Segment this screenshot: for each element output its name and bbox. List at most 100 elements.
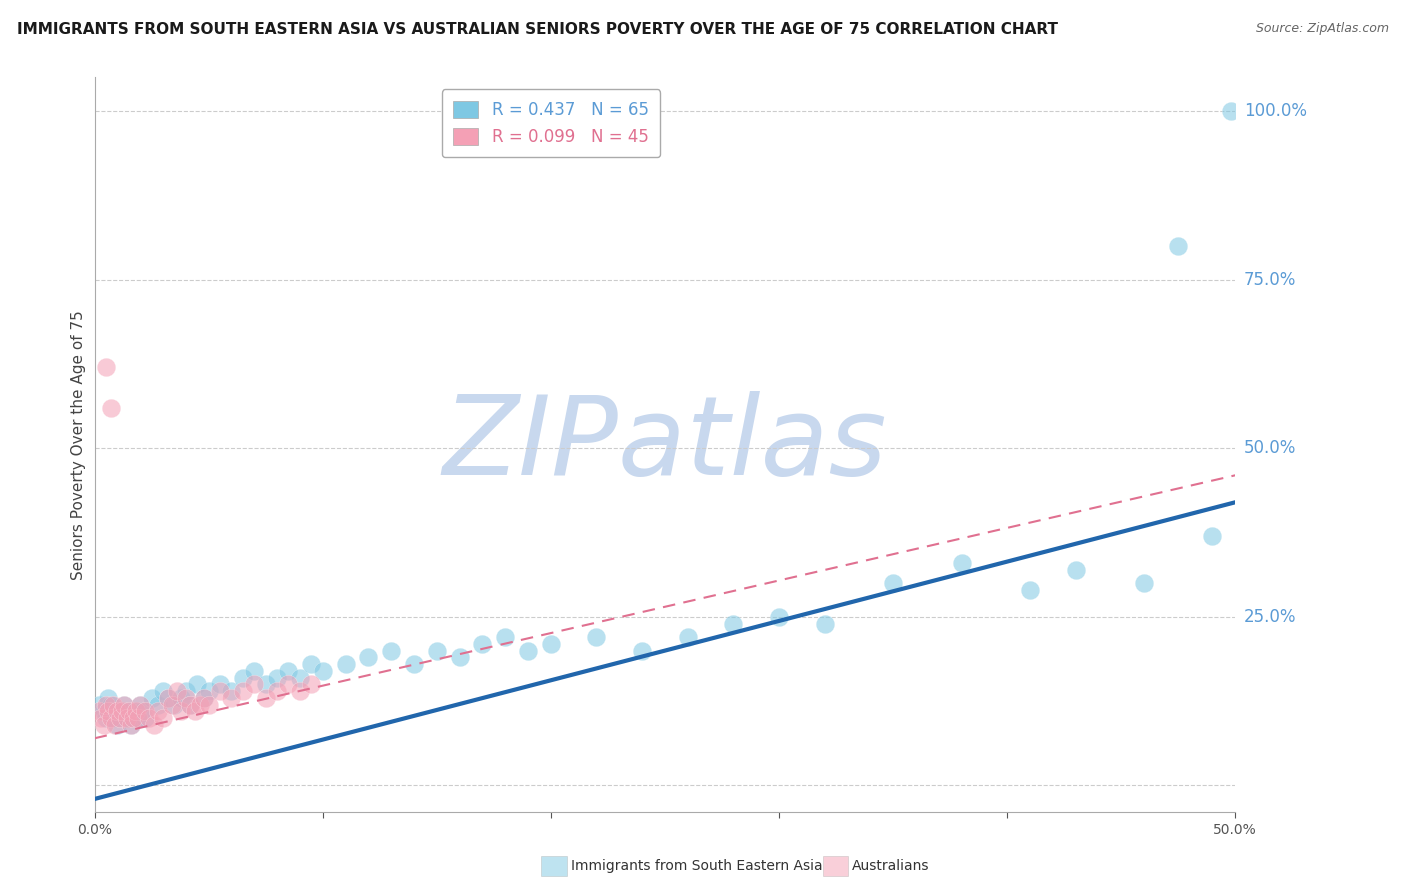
Text: Australians: Australians [852, 859, 929, 873]
Immigrants from South Eastern Asia [127, 711, 149, 725]
Immigrants from South Eastern Asia [312, 664, 335, 678]
Immigrants from South Eastern Asia [197, 684, 219, 698]
Immigrants from South Eastern Asia [131, 704, 153, 718]
Australians [266, 684, 288, 698]
Immigrants from South Eastern Asia [540, 637, 562, 651]
Australians [108, 711, 131, 725]
Immigrants from South Eastern Asia [94, 711, 117, 725]
Australians [166, 684, 188, 698]
Legend: R = 0.437   N = 65, R = 0.099   N = 45: R = 0.437 N = 65, R = 0.099 N = 45 [441, 89, 661, 158]
Australians [127, 711, 149, 725]
Text: 75.0%: 75.0% [1244, 271, 1296, 289]
Immigrants from South Eastern Asia [129, 698, 152, 712]
Immigrants from South Eastern Asia [1219, 104, 1241, 119]
Text: IMMIGRANTS FROM SOUTH EASTERN ASIA VS AUSTRALIAN SENIORS POVERTY OVER THE AGE OF: IMMIGRANTS FROM SOUTH EASTERN ASIA VS AU… [17, 22, 1057, 37]
Australians [134, 704, 156, 718]
Immigrants from South Eastern Asia [148, 698, 170, 712]
Immigrants from South Eastern Asia [1064, 563, 1087, 577]
Australians [100, 711, 122, 725]
Immigrants from South Eastern Asia [170, 690, 193, 705]
Immigrants from South Eastern Asia [426, 643, 449, 657]
Immigrants from South Eastern Asia [156, 690, 179, 705]
Australians [193, 690, 215, 705]
Text: 100.0%: 100.0% [1244, 103, 1306, 120]
Australians [277, 677, 299, 691]
Immigrants from South Eastern Asia [814, 616, 837, 631]
Immigrants from South Eastern Asia [631, 643, 654, 657]
Australians [124, 704, 146, 718]
Australians [129, 698, 152, 712]
Immigrants from South Eastern Asia [179, 698, 201, 712]
Immigrants from South Eastern Asia [193, 690, 215, 705]
Australians [104, 718, 127, 732]
Immigrants from South Eastern Asia [449, 650, 471, 665]
Immigrants from South Eastern Asia [380, 643, 402, 657]
Immigrants from South Eastern Asia [517, 643, 540, 657]
Immigrants from South Eastern Asia [1133, 576, 1156, 591]
Immigrants from South Eastern Asia [111, 704, 134, 718]
Australians [174, 690, 197, 705]
Australians [179, 698, 201, 712]
Immigrants from South Eastern Asia [89, 698, 111, 712]
Australians [184, 704, 207, 718]
Australians [101, 698, 124, 712]
Immigrants from South Eastern Asia [101, 711, 124, 725]
Australians [148, 704, 170, 718]
Immigrants from South Eastern Asia [1019, 582, 1042, 597]
Australians [156, 690, 179, 705]
Text: Source: ZipAtlas.com: Source: ZipAtlas.com [1256, 22, 1389, 36]
Immigrants from South Eastern Asia [950, 556, 973, 570]
Immigrants from South Eastern Asia [768, 610, 790, 624]
Immigrants from South Eastern Asia [494, 630, 516, 644]
Australians [138, 711, 160, 725]
Australians [197, 698, 219, 712]
Australians [90, 711, 112, 725]
Australians [120, 718, 142, 732]
Australians [105, 704, 128, 718]
Australians [111, 704, 134, 718]
Immigrants from South Eastern Asia [1167, 239, 1189, 253]
Immigrants from South Eastern Asia [124, 704, 146, 718]
Immigrants from South Eastern Asia [120, 718, 142, 732]
Immigrants from South Eastern Asia [254, 677, 277, 691]
Immigrants from South Eastern Asia [97, 690, 120, 705]
Australians [152, 711, 174, 725]
Immigrants from South Eastern Asia [676, 630, 699, 644]
Immigrants from South Eastern Asia [108, 711, 131, 725]
Australians [288, 684, 311, 698]
Immigrants from South Eastern Asia [471, 637, 494, 651]
Immigrants from South Eastern Asia [163, 698, 186, 712]
Text: ZIPatlas: ZIPatlas [443, 392, 887, 499]
Immigrants from South Eastern Asia [221, 684, 243, 698]
Australians [97, 704, 120, 718]
Australians [122, 711, 145, 725]
Text: Immigrants from South Eastern Asia: Immigrants from South Eastern Asia [571, 859, 823, 873]
Immigrants from South Eastern Asia [288, 671, 311, 685]
Text: 50.0%: 50.0% [1244, 440, 1296, 458]
Australians [89, 704, 111, 718]
Australians [118, 704, 141, 718]
Immigrants from South Eastern Asia [186, 677, 208, 691]
Immigrants from South Eastern Asia [105, 718, 128, 732]
Immigrants from South Eastern Asia [266, 671, 288, 685]
Immigrants from South Eastern Asia [93, 704, 115, 718]
Australians [93, 718, 115, 732]
Australians [299, 677, 322, 691]
Australians [94, 360, 117, 375]
Immigrants from South Eastern Asia [402, 657, 425, 672]
Australians [254, 690, 277, 705]
Immigrants from South Eastern Asia [104, 704, 127, 718]
Immigrants from South Eastern Asia [243, 664, 266, 678]
Australians [221, 690, 243, 705]
Immigrants from South Eastern Asia [141, 690, 163, 705]
Immigrants from South Eastern Asia [122, 711, 145, 725]
Australians [94, 698, 117, 712]
Australians [142, 718, 165, 732]
Immigrants from South Eastern Asia [232, 671, 254, 685]
Australians [209, 684, 232, 698]
Y-axis label: Seniors Poverty Over the Age of 75: Seniors Poverty Over the Age of 75 [72, 310, 86, 580]
Australians [170, 704, 193, 718]
Immigrants from South Eastern Asia [115, 711, 138, 725]
Immigrants from South Eastern Asia [209, 677, 232, 691]
Australians [232, 684, 254, 698]
